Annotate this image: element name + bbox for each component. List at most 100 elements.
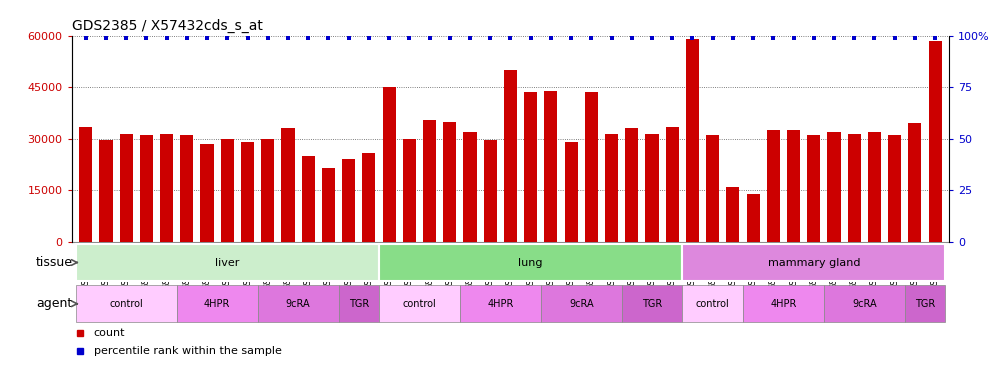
Point	[462, 35, 478, 41]
Bar	[99, 141, 112, 242]
Point	[867, 35, 883, 41]
Bar	[379, 285, 460, 322]
Point	[806, 35, 822, 41]
Point	[846, 35, 862, 41]
Bar	[201, 144, 214, 242]
Bar	[766, 130, 780, 242]
Point	[765, 35, 781, 41]
Point	[705, 35, 721, 41]
Text: lung: lung	[519, 258, 543, 267]
Text: control: control	[109, 299, 143, 309]
Point	[482, 35, 498, 41]
Text: control: control	[403, 299, 436, 309]
Point	[644, 35, 660, 41]
Bar	[584, 92, 597, 242]
Bar	[177, 285, 257, 322]
Bar	[682, 285, 743, 322]
Point	[603, 35, 619, 41]
Bar	[403, 139, 415, 242]
Bar	[76, 244, 379, 281]
Bar	[905, 285, 945, 322]
Point	[907, 35, 922, 41]
Bar	[682, 244, 945, 281]
Bar	[241, 142, 254, 242]
Point	[280, 35, 296, 41]
Point	[664, 35, 680, 41]
Bar	[119, 134, 133, 242]
Bar	[827, 132, 841, 242]
Bar	[909, 123, 921, 242]
Text: control: control	[696, 299, 730, 309]
Text: tissue: tissue	[36, 256, 73, 269]
Bar	[743, 285, 824, 322]
Point	[179, 35, 195, 41]
Bar	[301, 156, 315, 242]
Text: 9cRA: 9cRA	[852, 299, 877, 309]
Text: 9cRA: 9cRA	[285, 299, 310, 309]
Text: TGR: TGR	[914, 299, 935, 309]
Bar	[888, 135, 902, 242]
Point	[220, 35, 236, 41]
Point	[785, 35, 801, 41]
Point	[725, 35, 741, 41]
Bar	[322, 168, 335, 242]
Bar	[686, 39, 699, 242]
Point	[826, 35, 842, 41]
Bar	[625, 129, 638, 242]
Text: TGR: TGR	[349, 299, 369, 309]
Text: agent: agent	[37, 297, 73, 310]
Point	[320, 35, 336, 41]
Bar	[484, 141, 497, 242]
Bar	[76, 285, 177, 322]
Point	[685, 35, 701, 41]
Point	[927, 35, 943, 41]
Bar	[342, 159, 355, 242]
Bar	[868, 132, 881, 242]
Bar	[383, 87, 396, 242]
Point	[300, 35, 316, 41]
Text: liver: liver	[215, 258, 240, 267]
Bar	[848, 134, 861, 242]
Point	[624, 35, 640, 41]
Text: GDS2385 / X57432cds_s_at: GDS2385 / X57432cds_s_at	[72, 19, 262, 33]
Point	[341, 35, 357, 41]
Bar	[541, 285, 621, 322]
Bar	[545, 91, 558, 242]
Bar	[261, 139, 274, 242]
Point	[98, 35, 114, 41]
Bar	[443, 122, 456, 242]
Bar	[807, 135, 820, 242]
Bar	[824, 285, 905, 322]
Point	[361, 35, 377, 41]
Text: 4HPR: 4HPR	[204, 299, 231, 309]
Point	[543, 35, 559, 41]
Bar	[140, 135, 153, 242]
Point	[441, 35, 457, 41]
Point	[259, 35, 275, 41]
Point	[421, 35, 437, 41]
Bar	[621, 285, 682, 322]
Bar	[666, 127, 679, 242]
Text: mammary gland: mammary gland	[767, 258, 860, 267]
Bar	[281, 129, 294, 242]
Text: count: count	[93, 328, 125, 338]
Bar	[257, 285, 339, 322]
Text: percentile rank within the sample: percentile rank within the sample	[93, 346, 281, 356]
Bar	[362, 153, 376, 242]
Bar	[524, 92, 537, 242]
Bar	[80, 127, 92, 242]
Bar	[746, 194, 759, 242]
Point	[381, 35, 397, 41]
Bar	[460, 285, 541, 322]
Bar	[423, 120, 436, 242]
Point	[746, 35, 761, 41]
Point	[240, 35, 255, 41]
Point	[402, 35, 417, 41]
Point	[887, 35, 903, 41]
Point	[583, 35, 599, 41]
Bar	[645, 134, 659, 242]
Bar	[504, 70, 517, 242]
Bar	[706, 135, 720, 242]
Bar	[160, 134, 173, 242]
Point	[138, 35, 154, 41]
